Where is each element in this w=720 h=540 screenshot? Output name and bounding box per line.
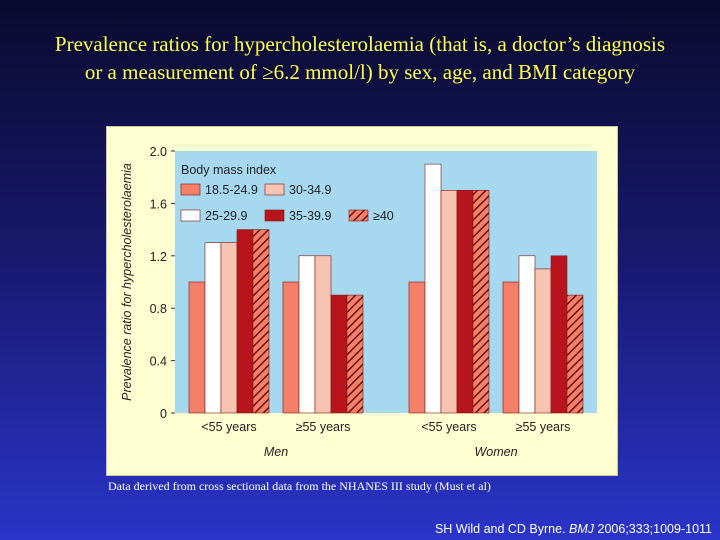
bar [346, 294, 364, 414]
x-group-label: Women [474, 445, 517, 459]
bar [220, 242, 238, 414]
bar [518, 255, 536, 414]
legend-label: ≥40 [373, 209, 394, 223]
legend-label: 35-39.9 [289, 209, 331, 223]
bar [472, 189, 490, 414]
chart-frame: 0 0.4 0.8 1.2 1.6 2.0 Prevalence ratio for hyp… [106, 126, 618, 476]
legend-item: 25-29.9 [180, 209, 247, 223]
legend-item: 30-34.9 [264, 183, 331, 197]
bar [534, 268, 552, 414]
legend-swatch [348, 209, 369, 222]
footnote: Data derived from cross sectional data f… [108, 479, 491, 493]
bar [314, 255, 332, 414]
citation-authors: SH Wild and CD Byrne. [434, 522, 566, 536]
bar [408, 281, 426, 414]
bar [330, 294, 348, 414]
bar [424, 163, 442, 414]
bar [566, 294, 584, 414]
y-tick-label: 2.0 [150, 145, 167, 159]
bar-chart: 0 0.4 0.8 1.2 1.6 2.0 Prevalence ratio for hyp… [120, 145, 597, 459]
citation: SH Wild and CD Byrne. BMJ 2006;333;1009-… [435, 522, 712, 536]
citation-ref: 2006;333;1009-1011 [597, 522, 712, 536]
legend-label: 18.5-24.9 [205, 183, 258, 197]
y-tick-label: 1.6 [150, 197, 167, 211]
legend-swatch [264, 183, 285, 196]
slide-title: Prevalence ratios for hypercholesterolae… [0, 30, 720, 86]
legend-label: 30-34.9 [289, 183, 331, 197]
citation-journal: BMJ [569, 522, 595, 536]
bar [456, 189, 474, 414]
x-tick-label: <55 years [201, 420, 256, 434]
bar [298, 255, 316, 414]
bar [282, 281, 300, 414]
legend-swatch [180, 183, 201, 196]
legend-item: 18.5-24.9 [180, 183, 258, 197]
slide-title-line1: Prevalence ratios for hypercholesterolae… [54, 32, 666, 56]
x-tick-label: ≥55 years [516, 420, 571, 434]
bar [550, 255, 568, 414]
slide-title-line2: or a measurement of ≥6.2 mmol/l) by sex,… [84, 60, 636, 84]
y-tick-label: 0.8 [150, 302, 167, 316]
x-group-label: Men [264, 445, 288, 459]
legend-swatch [264, 209, 285, 222]
bar [252, 229, 270, 414]
legend-swatch [180, 209, 201, 222]
bar [188, 281, 206, 414]
legend-item: 35-39.9 [264, 209, 331, 223]
legend-item: ≥40 [348, 209, 394, 223]
y-tick-label: 0 [160, 407, 167, 421]
bar [236, 229, 254, 414]
legend-title: Body mass index [181, 163, 277, 177]
bar [204, 242, 222, 414]
y-tick-label: 1.2 [150, 250, 167, 264]
y-axis-label: Prevalence ratio for hypercholesterolaem… [120, 163, 134, 401]
bar [440, 189, 458, 414]
x-tick-label: ≥55 years [296, 420, 351, 434]
bar [502, 281, 520, 414]
x-tick-label: <55 years [421, 420, 476, 434]
legend-label: 25-29.9 [205, 209, 247, 223]
y-tick-label: 0.4 [150, 355, 167, 369]
